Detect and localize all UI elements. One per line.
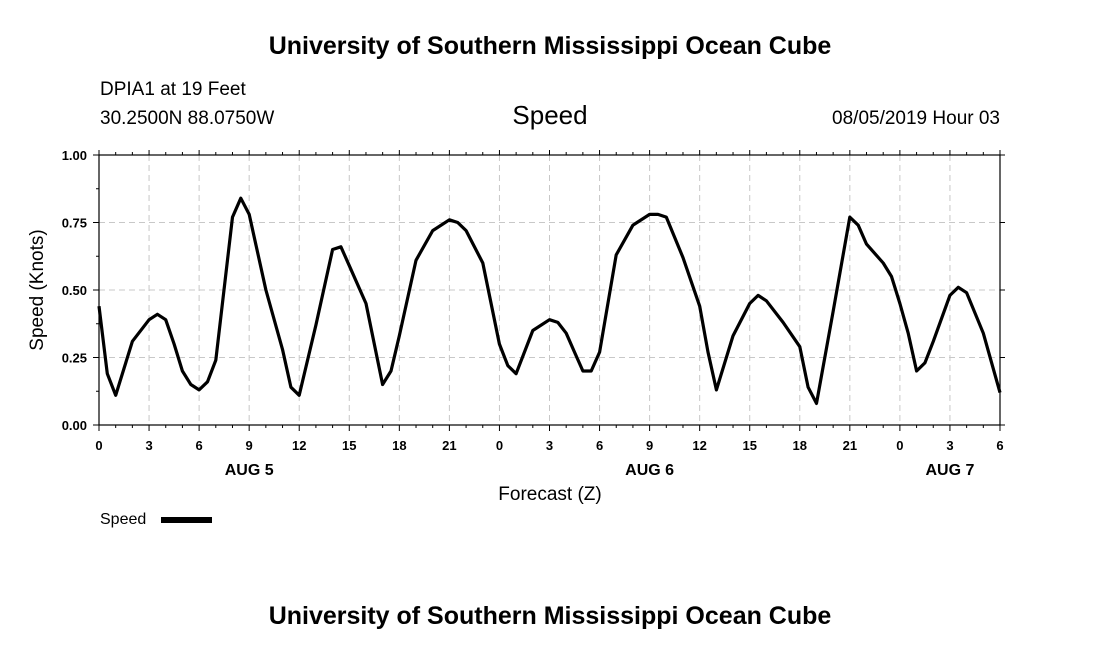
x-tick-label: 6 bbox=[195, 438, 202, 453]
y-tick-label: 1.00 bbox=[62, 148, 87, 163]
day-label: AUG 7 bbox=[925, 462, 974, 479]
coordinates-label: 30.2500N 88.0750W bbox=[100, 108, 274, 129]
x-tick-label: 6 bbox=[596, 438, 603, 453]
x-tick-label: 15 bbox=[742, 438, 756, 453]
y-axis-title: Speed (Knots) bbox=[27, 229, 48, 350]
x-tick-label: 0 bbox=[896, 438, 903, 453]
x-axis-title: Forecast (Z) bbox=[498, 484, 601, 505]
x-tick-label: 3 bbox=[546, 438, 553, 453]
y-tick-label: 0.00 bbox=[62, 418, 87, 433]
date-label: 08/05/2019 Hour 03 bbox=[832, 108, 1000, 129]
x-tick-label: 6 bbox=[996, 438, 1003, 453]
x-tick-label: 12 bbox=[692, 438, 706, 453]
legend-label: Speed bbox=[100, 511, 146, 528]
page-title: University of Southern Mississippi Ocean… bbox=[269, 32, 832, 60]
x-tick-label: 3 bbox=[946, 438, 953, 453]
x-tick-label: 18 bbox=[392, 438, 406, 453]
y-tick-label: 0.75 bbox=[62, 216, 87, 231]
x-tick-label: 21 bbox=[442, 438, 456, 453]
speed-series-line bbox=[97, 196, 1002, 405]
chart-title: Speed bbox=[512, 100, 587, 130]
grid bbox=[99, 155, 1000, 425]
x-tick-label: 0 bbox=[95, 438, 102, 453]
tick-labels: 0 3 6 9 12 15 18 21 0 3 6 9 12 15 18 21 0 3 6 0.00 0.25 0.50 0… bbox=[62, 148, 1004, 479]
x-tick-label: 3 bbox=[145, 438, 152, 453]
y-tick-label: 0.25 bbox=[62, 351, 87, 366]
day-label: AUG 6 bbox=[625, 462, 674, 479]
x-tick-label: 12 bbox=[292, 438, 306, 453]
x-tick-label: 0 bbox=[496, 438, 503, 453]
day-label: AUG 5 bbox=[225, 462, 274, 479]
x-tick-label: 9 bbox=[646, 438, 653, 453]
station-label: DPIA1 at 19 Feet bbox=[100, 79, 246, 100]
x-tick-label: 18 bbox=[793, 438, 807, 453]
footer-title: University of Southern Mississippi Ocean… bbox=[269, 602, 832, 630]
x-tick-label: 21 bbox=[843, 438, 857, 453]
x-tick-label: 9 bbox=[246, 438, 253, 453]
series bbox=[97, 196, 1002, 405]
axis-ticks bbox=[93, 150, 1005, 431]
y-tick-label: 0.50 bbox=[62, 283, 87, 298]
x-tick-label: 15 bbox=[342, 438, 356, 453]
